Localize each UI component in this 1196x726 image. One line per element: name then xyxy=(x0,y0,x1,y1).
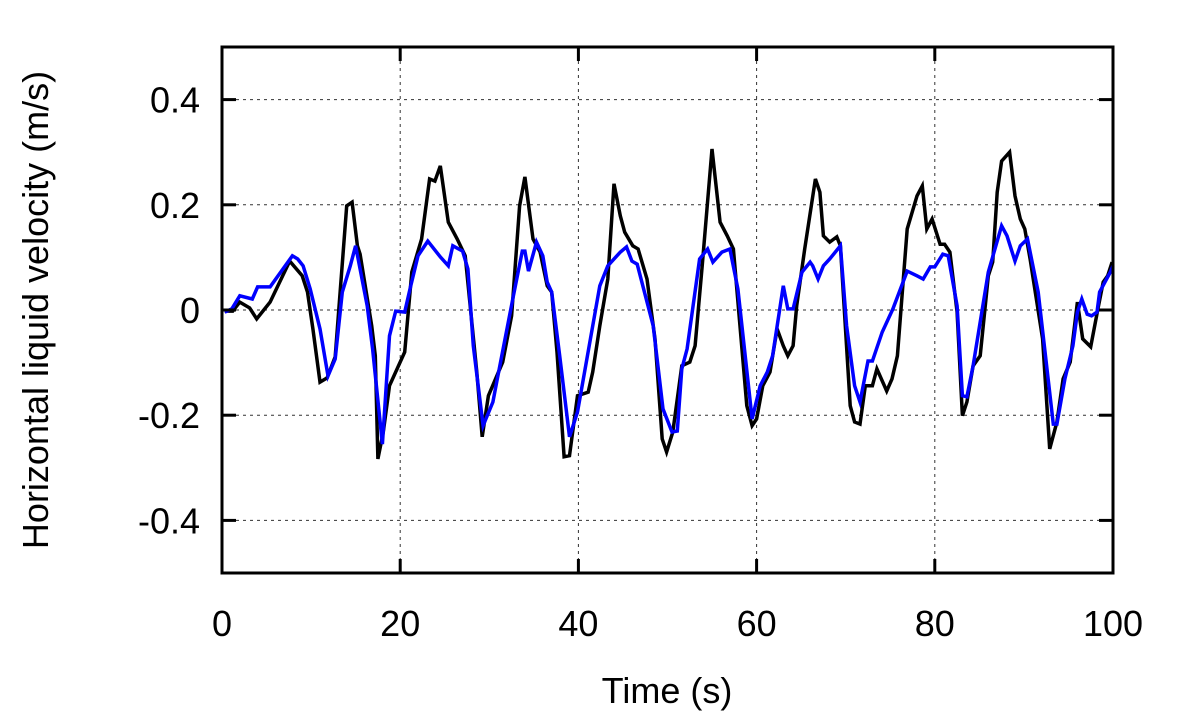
y-tick-label: 0.2 xyxy=(150,185,200,226)
x-tick-label: 60 xyxy=(737,603,777,644)
data-series xyxy=(223,148,1115,460)
x-tick-label: 0 xyxy=(212,603,232,644)
y-tick-label: 0 xyxy=(180,290,200,331)
y-tick-label: -0.4 xyxy=(138,500,200,541)
x-tick-label: 80 xyxy=(915,603,955,644)
x-tick-label: 40 xyxy=(558,603,598,644)
series-blue-line xyxy=(223,221,1115,445)
x-axis-label: Time (s) xyxy=(602,670,733,711)
axis-ticks: 0 20 40 60 80 100 0.4 0.2 0 -0.2 -0.4 xyxy=(138,47,1143,644)
y-axis-label: Horizontal liquid velocity (m/s) xyxy=(15,71,56,549)
x-tick-label: 20 xyxy=(380,603,420,644)
series-black-line xyxy=(224,148,1114,460)
x-tick-label: 100 xyxy=(1083,603,1143,644)
y-tick-label: -0.2 xyxy=(138,395,200,436)
y-tick-label: 0.4 xyxy=(150,80,200,121)
grid-lines xyxy=(222,47,1113,573)
